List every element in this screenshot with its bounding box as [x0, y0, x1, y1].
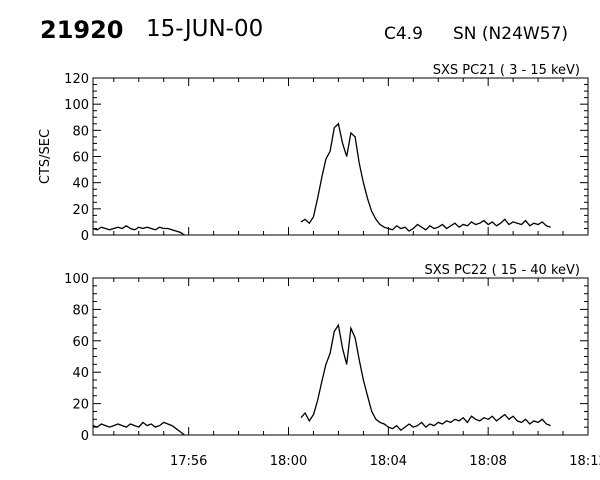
- series-line-0-0: [300, 122, 551, 232]
- plot-frame-0: [92, 77, 589, 236]
- x-tick-label: 18:04: [370, 454, 407, 469]
- x-tick-label: 18:12: [569, 454, 600, 469]
- x-tick-label: 18:00: [270, 454, 307, 469]
- event-date: 15-JUN-00: [146, 16, 264, 42]
- y-tick-label: 0: [81, 229, 89, 244]
- series-line-0-0: [92, 225, 185, 236]
- flare-class: C4.9: [384, 24, 423, 44]
- y-tick-label: 40: [72, 366, 89, 381]
- y-axis-label: CTS/SEC: [38, 129, 53, 184]
- x-tick-label: 18:08: [469, 454, 506, 469]
- y-tick-label: 80: [72, 303, 89, 318]
- plot-frame-1: [92, 277, 589, 436]
- y-tick-label: 100: [64, 272, 89, 287]
- y-tick-label: 0: [81, 429, 89, 444]
- y-tick-label: 80: [72, 124, 89, 139]
- y-tick-label: 20: [72, 398, 89, 413]
- plot-title: SXS PC22 ( 15 - 40 keV): [424, 263, 580, 278]
- x-tick-label: 17:56: [170, 454, 207, 469]
- y-tick-label: 60: [72, 151, 89, 166]
- y-tick-label: 60: [72, 335, 89, 350]
- plot-title: SXS PC21 ( 3 - 15 keV): [433, 63, 580, 78]
- region: SN (N24W57): [453, 24, 568, 44]
- y-tick-label: 40: [72, 177, 89, 192]
- y-tick-label: 120: [64, 72, 89, 87]
- y-tick-label: 100: [64, 98, 89, 113]
- series-line-1-0: [300, 323, 551, 432]
- event-number: 21920: [40, 16, 124, 44]
- y-tick-label: 20: [72, 203, 89, 218]
- series-line-1-0: [92, 421, 185, 436]
